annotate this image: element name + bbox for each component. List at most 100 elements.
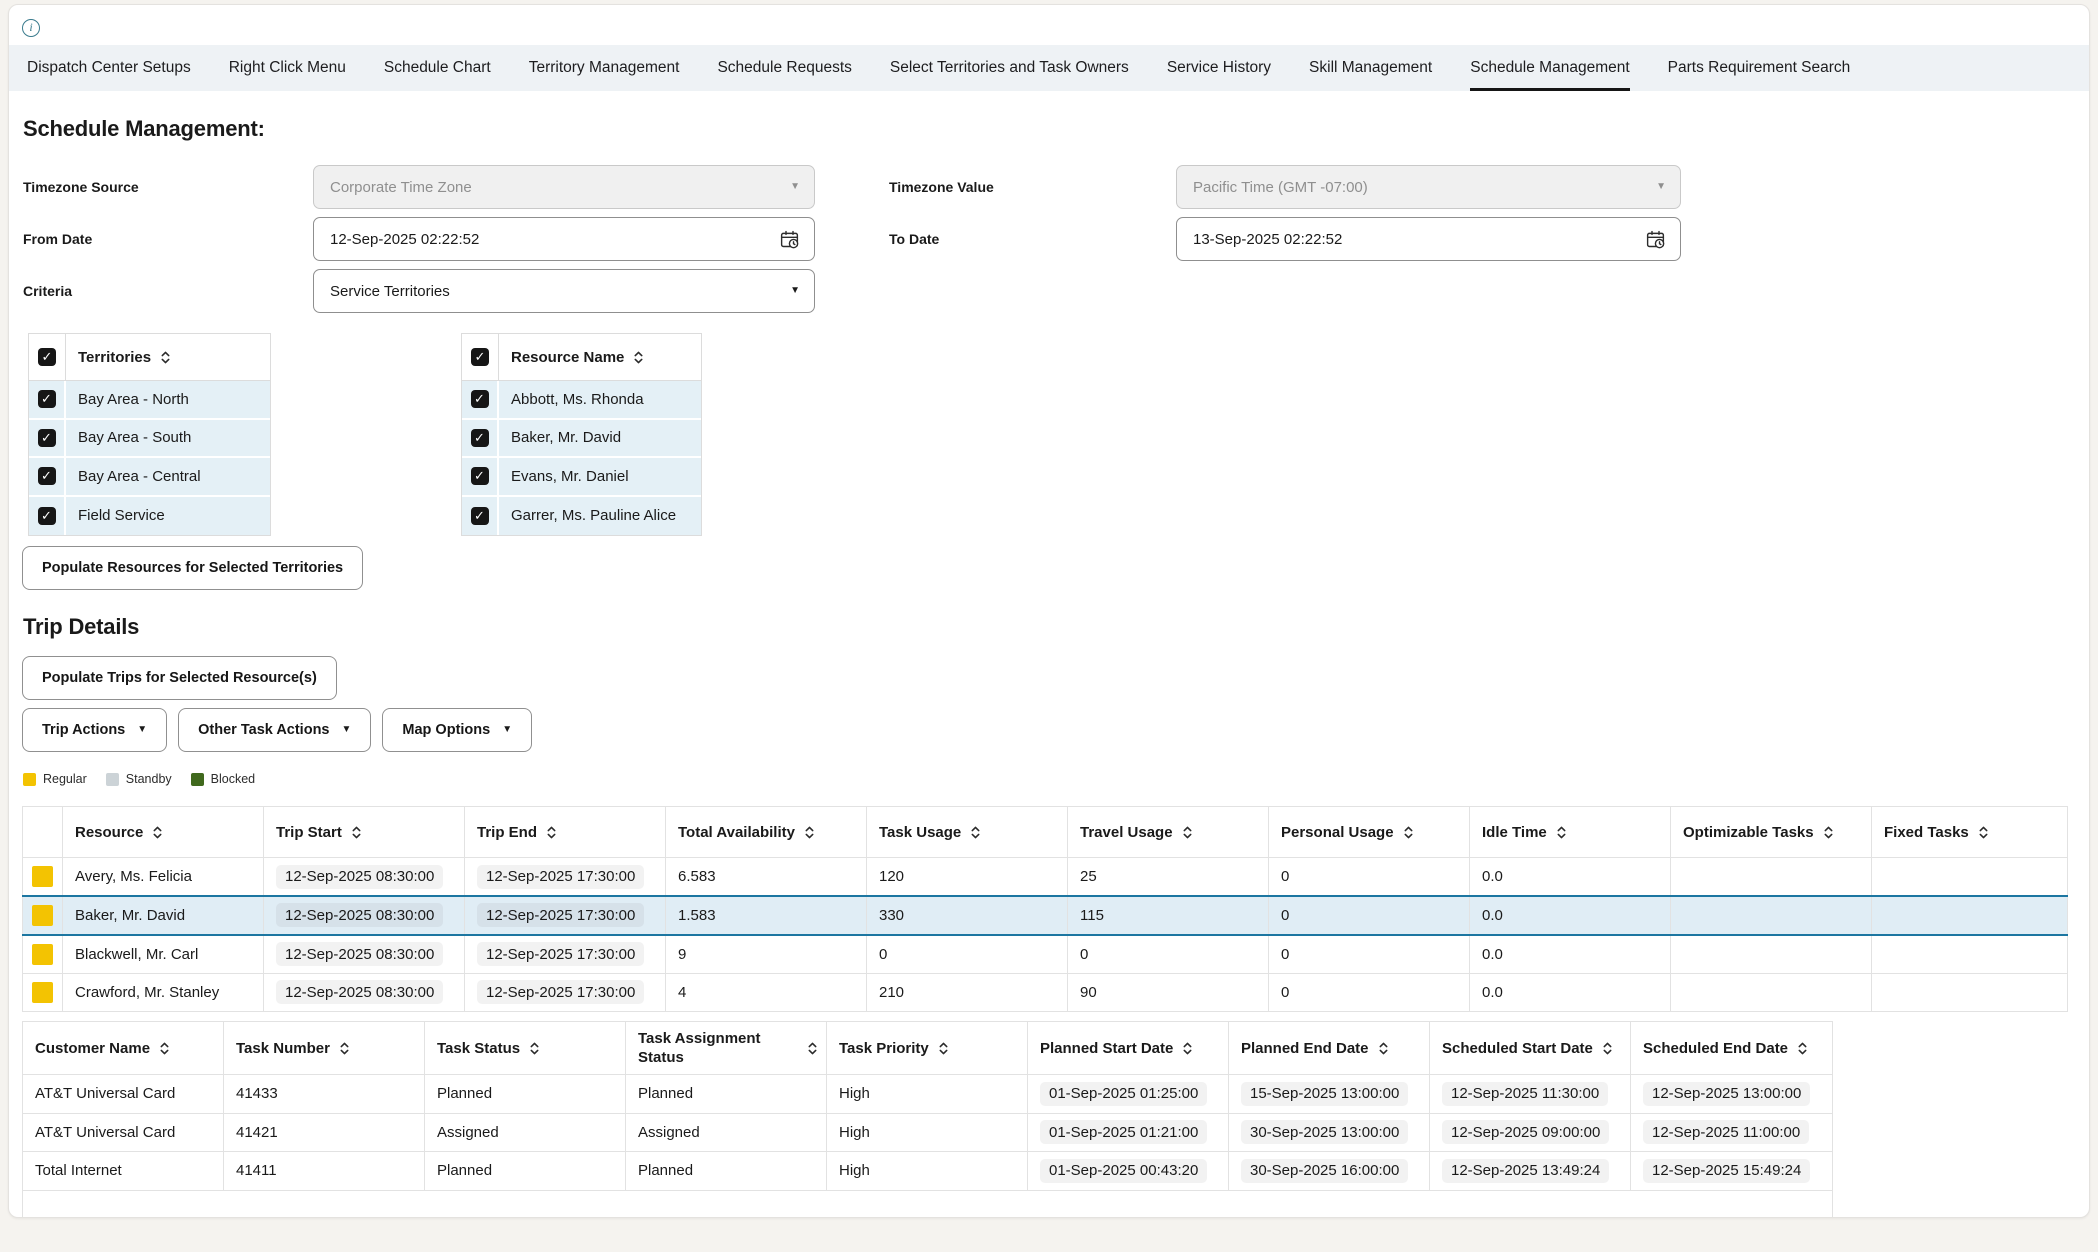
map-options-button[interactable]: Map Options ▼ xyxy=(382,708,533,752)
tab-schedule-chart[interactable]: Schedule Chart xyxy=(383,59,491,76)
checkbox[interactable]: ✓ xyxy=(470,506,489,525)
checkbox[interactable]: ✓ xyxy=(470,428,489,447)
list-item[interactable]: ✓ Baker, Mr. David xyxy=(462,419,701,458)
tab-select-territories-and-task-owners[interactable]: Select Territories and Task Owners xyxy=(889,59,1129,76)
sort-icon[interactable] xyxy=(1182,824,1193,841)
checkbox[interactable]: ✓ xyxy=(470,467,489,486)
column-header-trip-start[interactable]: Trip Start xyxy=(263,806,465,858)
list-item[interactable]: ✓ Bay Area - Central xyxy=(29,458,270,497)
column-header-planned-end-date[interactable]: Planned End Date xyxy=(1228,1021,1430,1075)
column-header-fixed-tasks[interactable]: Fixed Tasks xyxy=(1871,806,2068,858)
sort-icon[interactable] xyxy=(633,349,644,366)
tab-territory-management[interactable]: Territory Management xyxy=(528,59,680,76)
sort-icon[interactable] xyxy=(804,824,815,841)
column-header-resource[interactable]: Resource xyxy=(62,806,264,858)
table-cell: 12-Sep-2025 08:30:00 xyxy=(263,857,465,897)
sort-icon[interactable] xyxy=(807,1040,818,1057)
table-cell: 01-Sep-2025 00:43:20 xyxy=(1027,1151,1229,1191)
column-header-planned-start-date[interactable]: Planned Start Date xyxy=(1027,1021,1229,1075)
table-cell: 12-Sep-2025 08:30:00 xyxy=(263,972,465,1012)
sort-icon[interactable] xyxy=(1823,824,1834,841)
calendar-clock-icon[interactable] xyxy=(1645,229,1666,250)
table-row[interactable]: Blackwell, Mr. Carl 12-Sep-2025 08:30:00 1… xyxy=(22,934,2068,974)
tab-right-click-menu[interactable]: Right Click Menu xyxy=(228,59,346,76)
list-item[interactable]: ✓ Bay Area - South xyxy=(29,419,270,458)
column-header-trip-end[interactable]: Trip End xyxy=(464,806,666,858)
table-cell: Blackwell, Mr. Carl xyxy=(62,934,264,974)
tab-service-history[interactable]: Service History xyxy=(1166,59,1272,76)
checkbox[interactable]: ✓ xyxy=(37,467,56,486)
tab-dispatch-center-setups[interactable]: Dispatch Center Setups xyxy=(27,59,191,76)
calendar-clock-icon[interactable] xyxy=(779,229,800,250)
tab-parts-requirement-search[interactable]: Parts Requirement Search xyxy=(1667,59,1851,76)
trip-actions-button[interactable]: Trip Actions ▼ xyxy=(22,708,168,752)
sort-icon[interactable] xyxy=(159,1040,170,1057)
sort-icon[interactable] xyxy=(529,1040,540,1057)
tab-skill-management[interactable]: Skill Management xyxy=(1309,59,1433,76)
column-header-scheduled-end-date[interactable]: Scheduled End Date xyxy=(1630,1021,1833,1075)
column-header-label: Customer Name xyxy=(35,1039,151,1057)
list-item[interactable]: ✓ Evans, Mr. Daniel xyxy=(462,458,701,497)
table-row[interactable]: Crawford, Mr. Stanley 12-Sep-2025 08:30:0… xyxy=(22,972,2068,1012)
list-item[interactable]: ✓ Field Service xyxy=(29,496,270,535)
sort-icon[interactable] xyxy=(1797,1040,1808,1057)
date-value: 01-Sep-2025 01:21:00 xyxy=(1040,1120,1208,1145)
criteria-select[interactable]: Service Territories ▼ xyxy=(313,269,815,313)
column-header-travel-usage[interactable]: Travel Usage xyxy=(1067,806,1269,858)
sort-icon[interactable] xyxy=(1378,1040,1389,1057)
checkbox[interactable]: ✓ xyxy=(470,390,489,409)
table-row[interactable]: AT&T Universal Card 41433 Planned Planned Hi… xyxy=(22,1074,1833,1114)
table-row[interactable]: Baker, Mr. David 12-Sep-2025 08:30:00 12-S… xyxy=(22,895,2068,936)
sort-icon[interactable] xyxy=(160,349,171,366)
list-item[interactable]: ✓ Bay Area - North xyxy=(29,381,270,420)
table-row[interactable]: Total Internet 41411 Planned Planned High 01-… xyxy=(22,1151,1833,1191)
column-header-task-priority[interactable]: Task Priority xyxy=(826,1021,1028,1075)
column-header-optimizable-tasks[interactable]: Optimizable Tasks xyxy=(1670,806,1872,858)
checkbox[interactable]: ✓ xyxy=(37,390,56,409)
checkbox[interactable]: ✓ xyxy=(37,428,56,447)
sort-icon[interactable] xyxy=(1978,824,1989,841)
table-cell: 01-Sep-2025 01:21:00 xyxy=(1027,1112,1229,1152)
sort-icon[interactable] xyxy=(970,824,981,841)
sort-icon[interactable] xyxy=(1556,824,1567,841)
tab-schedule-requests[interactable]: Schedule Requests xyxy=(717,59,852,76)
table-cell: 0 xyxy=(1268,934,1470,974)
sort-icon[interactable] xyxy=(546,824,557,841)
trip-table-body: Avery, Ms. Felicia 12-Sep-2025 08:30:00 12… xyxy=(22,857,2068,1012)
territories-header-row[interactable]: ✓ Territories xyxy=(29,334,270,381)
column-header-idle-time[interactable]: Idle Time xyxy=(1469,806,1671,858)
table-cell xyxy=(1871,857,2068,897)
table-row[interactable]: Avery, Ms. Felicia 12-Sep-2025 08:30:00 12… xyxy=(22,857,2068,897)
sort-icon[interactable] xyxy=(351,824,362,841)
regular-swatch-icon xyxy=(32,866,53,887)
list-item[interactable]: ✓ Abbott, Ms. Rhonda xyxy=(462,381,701,420)
list-item[interactable]: ✓ Garrer, Ms. Pauline Alice xyxy=(462,496,701,535)
column-header-scheduled-start-date[interactable]: Scheduled Start Date xyxy=(1429,1021,1631,1075)
sort-icon[interactable] xyxy=(1182,1040,1193,1057)
column-header-task-assignment-status[interactable]: Task Assignment Status xyxy=(625,1021,827,1075)
sort-icon[interactable] xyxy=(1403,824,1414,841)
select-all-resources-checkbox[interactable]: ✓ xyxy=(471,348,489,366)
sort-icon[interactable] xyxy=(938,1040,949,1057)
checkbox[interactable]: ✓ xyxy=(37,506,56,525)
sort-icon[interactable] xyxy=(152,824,163,841)
column-header-task-status[interactable]: Task Status xyxy=(424,1021,626,1075)
column-header-personal-usage[interactable]: Personal Usage xyxy=(1268,806,1470,858)
info-icon[interactable]: i xyxy=(22,18,40,37)
populate-trips-button[interactable]: Populate Trips for Selected Resource(s) xyxy=(22,656,337,700)
table-cell: AT&T Universal Card xyxy=(22,1112,224,1152)
to-date-input[interactable]: 13-Sep-2025 02:22:52 xyxy=(1176,217,1681,261)
other-task-actions-button[interactable]: Other Task Actions ▼ xyxy=(178,708,372,752)
tab-schedule-management[interactable]: Schedule Management xyxy=(1470,45,1630,91)
column-header-customer-name[interactable]: Customer Name xyxy=(22,1021,224,1075)
sort-icon[interactable] xyxy=(339,1040,350,1057)
column-header-task-number[interactable]: Task Number xyxy=(223,1021,425,1075)
select-all-territories-checkbox[interactable]: ✓ xyxy=(38,348,56,366)
table-row[interactable]: AT&T Universal Card 41421 Assigned Assigned… xyxy=(22,1112,1833,1152)
sort-icon[interactable] xyxy=(1602,1040,1613,1057)
column-header-task-usage[interactable]: Task Usage xyxy=(866,806,1068,858)
populate-resources-button[interactable]: Populate Resources for Selected Territor… xyxy=(22,546,364,590)
resources-header-row[interactable]: ✓ Resource Name xyxy=(462,334,701,381)
column-header-total-availability[interactable]: Total Availability xyxy=(665,806,867,858)
from-date-input[interactable]: 12-Sep-2025 02:22:52 xyxy=(313,217,815,261)
